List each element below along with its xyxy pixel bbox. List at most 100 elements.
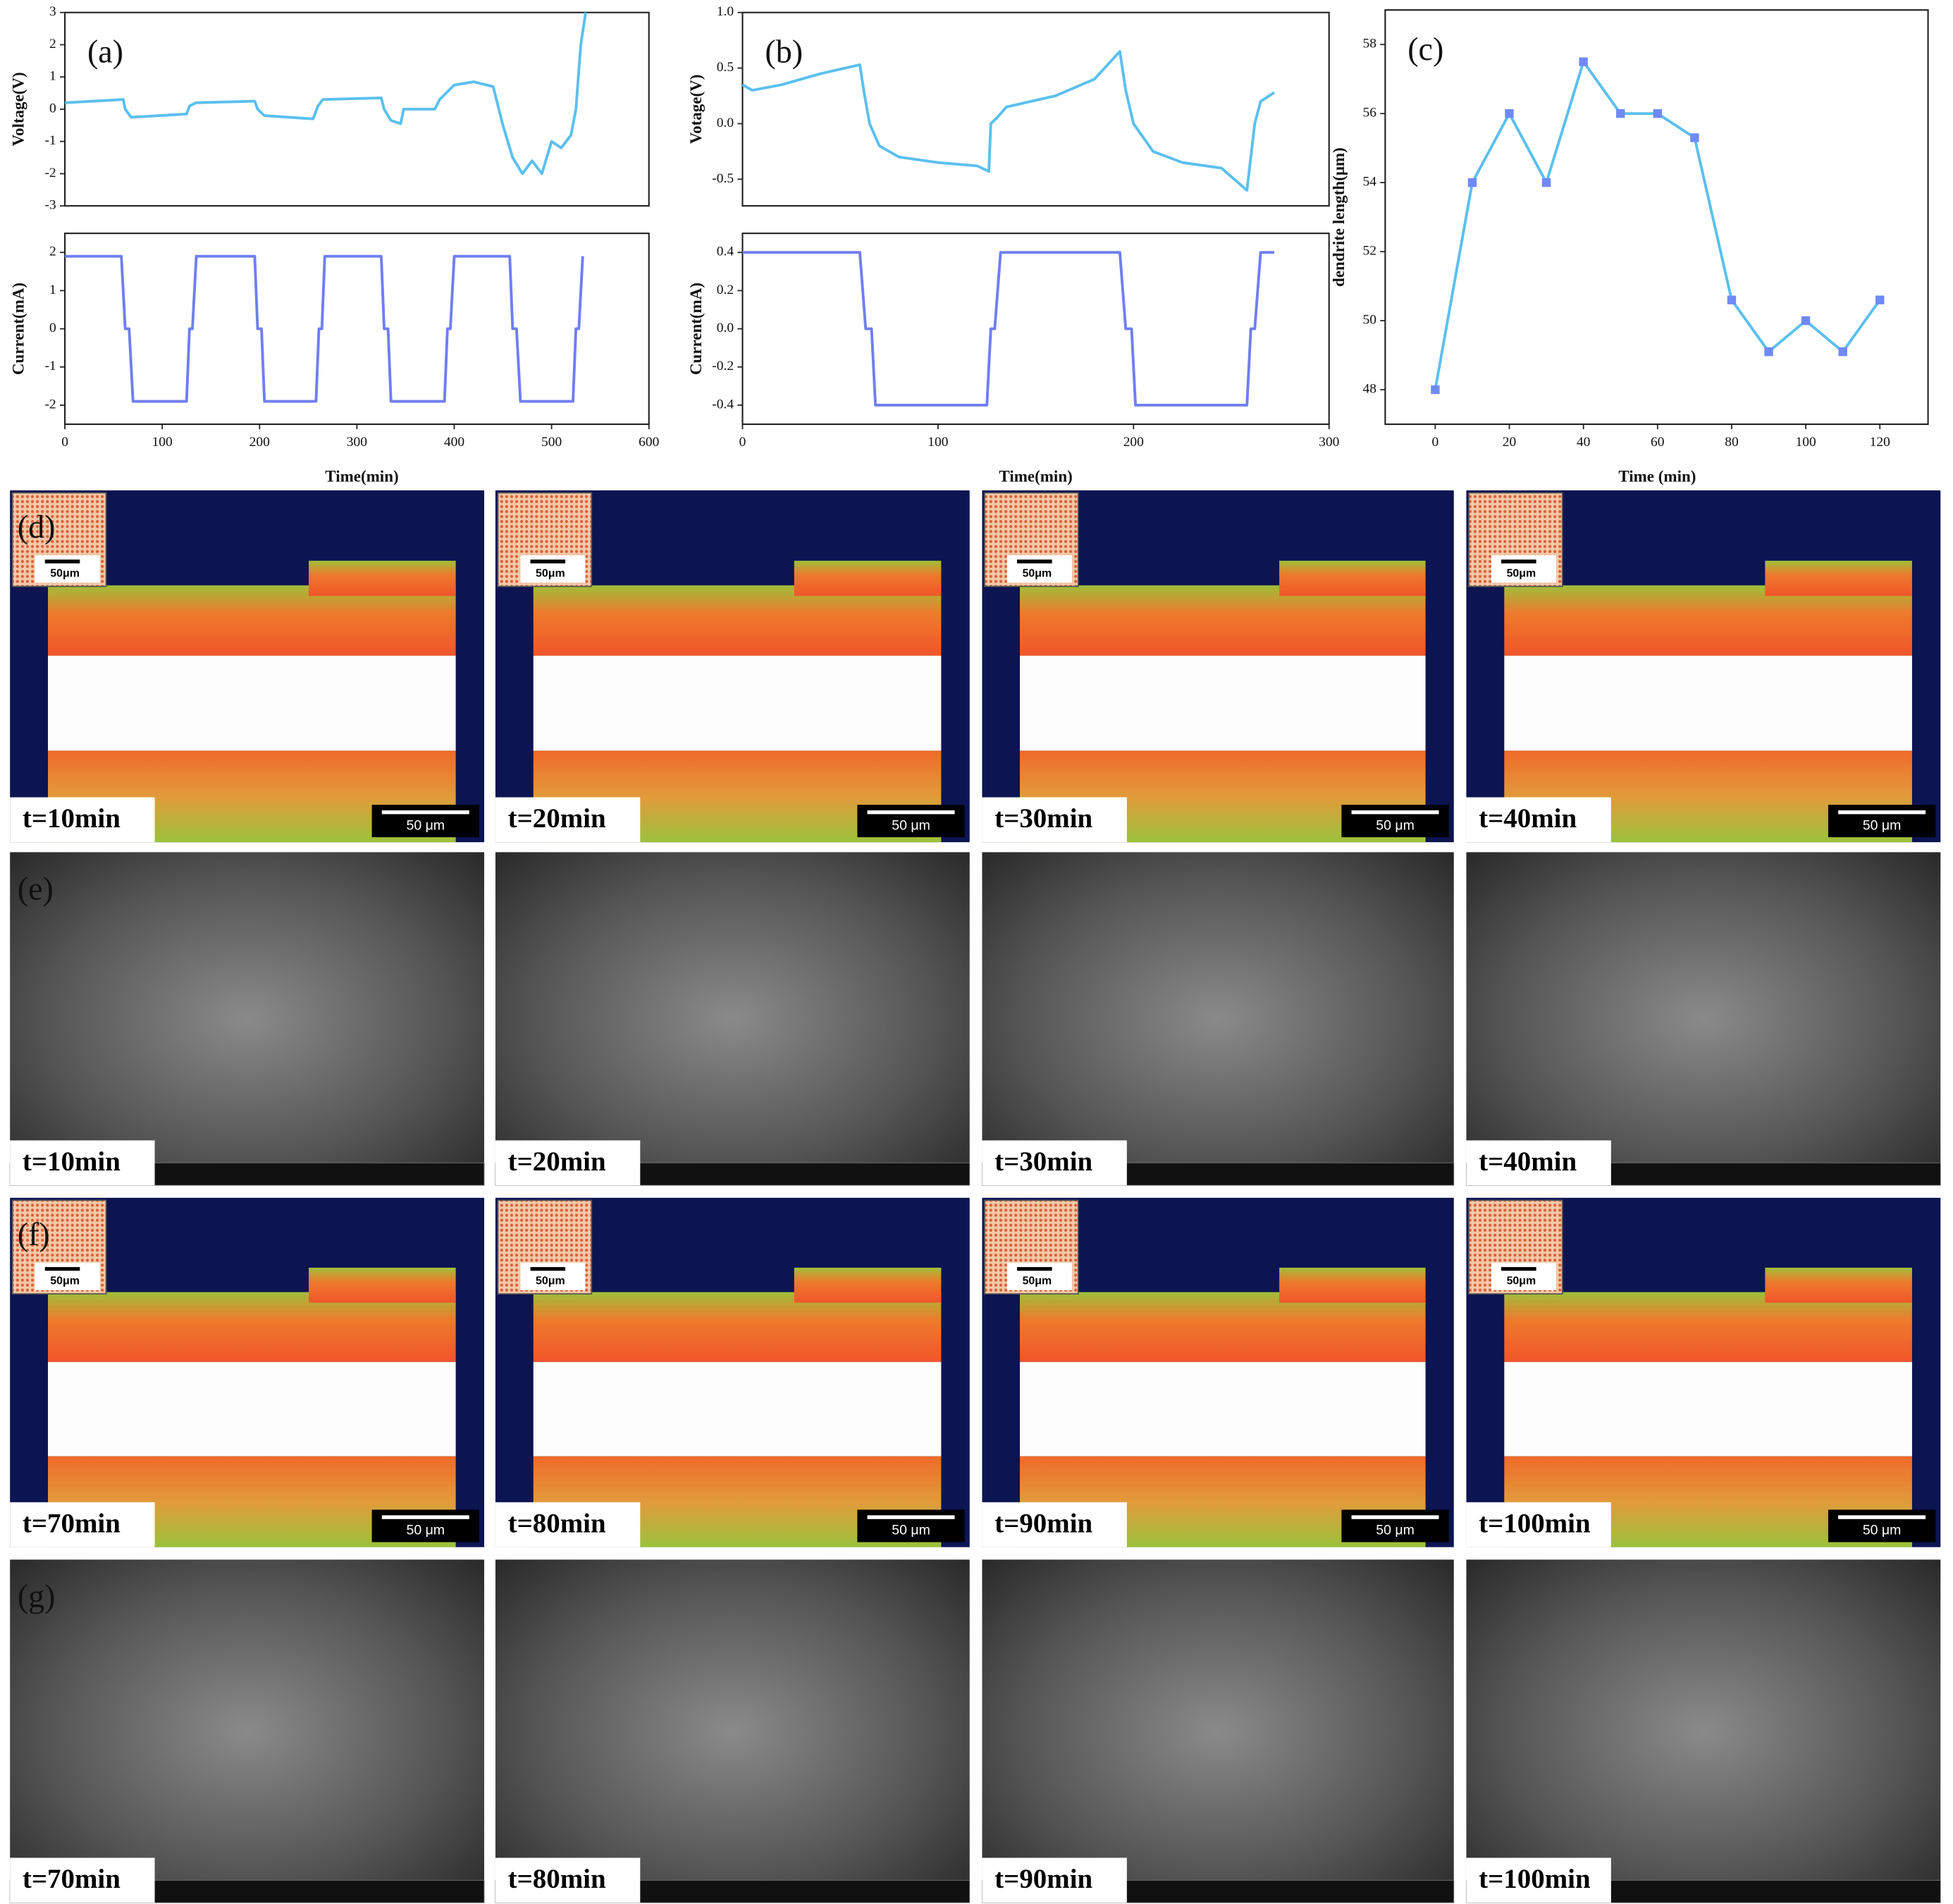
x-tick-label: 100	[1795, 435, 1816, 450]
time-label: t=40min	[1479, 1146, 1577, 1177]
data-marker	[1431, 385, 1440, 395]
data-marker	[1616, 109, 1625, 118]
y-tick-label: 0.4	[717, 245, 734, 259]
white-band	[47, 655, 456, 751]
y-tick-label: -0.2	[712, 359, 734, 373]
data-line	[742, 251, 1275, 407]
time-label: t=20min	[508, 1146, 606, 1177]
x-axis-label: Time(min)	[325, 466, 398, 485]
time-label-box	[1466, 797, 1611, 843]
time-label-box	[1466, 1857, 1611, 1903]
data-marker	[1541, 178, 1551, 187]
micrograph: 50μm 50 μm t=30min	[982, 490, 1454, 843]
upper-layer-peak	[794, 1267, 942, 1303]
inset-scale-label: 50μm	[50, 568, 80, 580]
time-label-box	[982, 797, 1127, 843]
y-tick-label: 48	[1363, 382, 1376, 397]
sem-image	[982, 852, 1454, 1186]
scale-box	[857, 1509, 965, 1543]
y-tick-label: 0	[49, 101, 56, 116]
upper-layer	[1020, 1292, 1426, 1362]
time-label: t=100min	[1479, 1508, 1591, 1538]
time-label-box	[982, 1140, 1127, 1186]
time-label: t=70min	[23, 1864, 121, 1894]
y-tick-label: -1	[44, 359, 56, 373]
white-band	[1504, 1361, 1912, 1457]
data-marker	[1875, 295, 1885, 304]
x-tick-label: 100	[152, 435, 173, 450]
scale-label: 50 μm	[1863, 817, 1902, 833]
y-tick-label: 58	[1363, 37, 1376, 51]
y-axis-label: Voltage(V)	[9, 72, 27, 146]
y-axis-label: dendrite length(μm)	[1329, 147, 1348, 287]
micrograph: 50μm 50 μm t=40min	[1466, 490, 1941, 843]
y-tick-label: 0.5	[717, 60, 734, 75]
upper-layer-peak	[309, 560, 456, 596]
plot-frame	[1384, 9, 1929, 426]
upper-layer	[1504, 1292, 1912, 1362]
x-tick-label: 80	[1725, 435, 1738, 450]
data-line	[64, 12, 587, 175]
y-tick-label: 54	[1363, 175, 1377, 190]
x-tick-label: 60	[1651, 435, 1664, 450]
panel-label: (e)	[18, 871, 54, 907]
data-line	[741, 49, 1276, 192]
time-label: t=100min	[1479, 1864, 1591, 1894]
white-band	[533, 1361, 942, 1457]
x-tick-label: 20	[1503, 435, 1516, 450]
scale-box	[371, 1509, 479, 1543]
micrograph: t=20min	[495, 852, 971, 1186]
y-tick-label: 0.2	[717, 283, 734, 297]
time-label: t=10min	[23, 1146, 121, 1177]
data-marker	[1764, 347, 1773, 357]
inset-scale-label: 50μm	[536, 568, 565, 580]
y-tick-label: -1	[44, 133, 56, 148]
time-label-box	[495, 797, 641, 843]
scale-label: 50 μm	[892, 1523, 930, 1538]
y-tick-label: 0.0	[717, 321, 734, 335]
plot-frame	[741, 233, 1330, 426]
time-label: t=80min	[508, 1508, 606, 1538]
data-line	[65, 254, 584, 403]
panel-label: (f)	[18, 1216, 50, 1252]
micrograph: t=40min	[1466, 852, 1941, 1186]
y-tick-label: -2	[44, 166, 56, 180]
micrograph: 50μm 50 μm t=100min	[1466, 1197, 1941, 1547]
y-axis-label: Current(mA)	[9, 283, 27, 375]
inset-scale-label: 50μm	[1023, 568, 1052, 580]
scale-label: 50 μm	[407, 817, 445, 833]
time-label: t=30min	[994, 1146, 1092, 1177]
time-label: t=80min	[508, 1864, 606, 1894]
upper-layer-peak	[1765, 560, 1912, 596]
micrograph: 50μm 50 μm t=90min	[982, 1197, 1454, 1547]
time-label-box	[1466, 1140, 1611, 1186]
micrograph: t=30min	[982, 852, 1455, 1186]
scale-label: 50 μm	[892, 817, 930, 833]
plot-frame	[741, 11, 1330, 207]
y-tick-label: 3	[49, 4, 56, 19]
time-label-box	[10, 797, 155, 843]
white-band	[47, 1361, 456, 1457]
sem-image	[495, 852, 970, 1186]
scale-label: 50 μm	[1376, 817, 1415, 833]
sem-image	[10, 1559, 484, 1903]
scale-label: 50 μm	[1863, 1523, 1902, 1538]
white-band	[533, 655, 942, 751]
time-label-box	[982, 1502, 1127, 1547]
time-label-box	[495, 1140, 641, 1186]
sem-image	[1466, 1559, 1941, 1903]
upper-layer-peak	[1279, 1267, 1426, 1303]
inset-scale-label: 50μm	[1507, 1275, 1536, 1287]
y-tick-label: 52	[1363, 244, 1376, 259]
micrograph: t=90min	[982, 1559, 1455, 1903]
plot-frame	[64, 11, 650, 207]
x-tick-label: 40	[1577, 435, 1590, 450]
data-marker	[1838, 347, 1847, 357]
panel-label: (g)	[18, 1578, 56, 1614]
y-axis-label: Votage(V)	[686, 75, 705, 144]
y-tick-label: -3	[44, 198, 56, 213]
y-tick-label: 1.0	[717, 4, 734, 19]
panel-label: (c)	[1407, 31, 1443, 67]
time-label-box	[10, 1140, 155, 1186]
